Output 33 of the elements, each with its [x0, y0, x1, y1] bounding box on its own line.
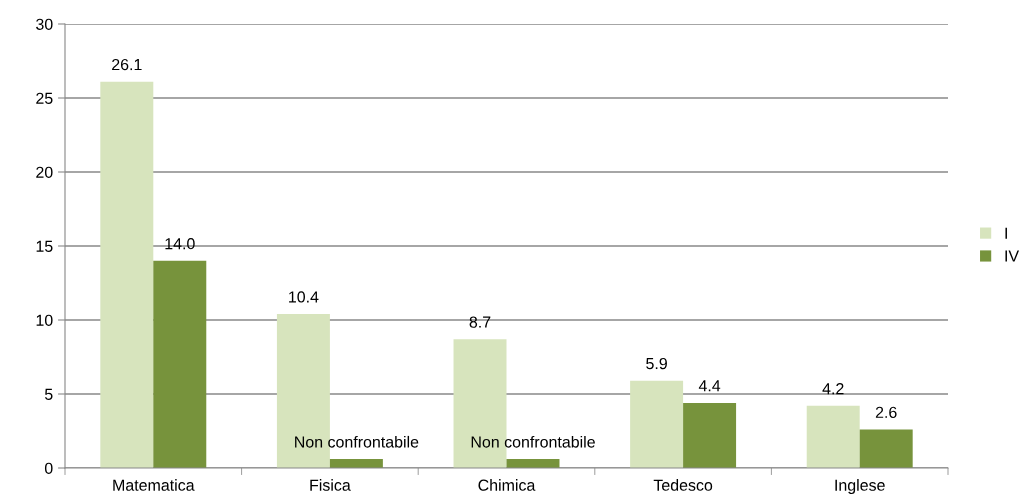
legend-label: I	[1005, 227, 1007, 239]
bar	[859, 429, 913, 468]
data-label: 8.7	[469, 316, 491, 328]
data-label: Non confrontabile	[471, 435, 595, 448]
data-label: 4.2	[822, 383, 844, 395]
bar	[276, 314, 330, 468]
y-tick-label: 10	[36, 314, 53, 326]
data-label: 26.1	[112, 58, 142, 71]
bar	[100, 81, 154, 468]
legend-label: IV	[1005, 250, 1020, 262]
x-tick-label: Fisica	[310, 479, 351, 491]
data-label: Non confrontabile	[295, 435, 419, 448]
data-label: 5.9	[646, 357, 667, 370]
y-tick-label: 25	[36, 92, 53, 104]
bar	[683, 402, 737, 468]
data-label: 10.4	[289, 291, 319, 303]
y-tick-label: 5	[44, 388, 53, 400]
data-label: 2.6	[875, 406, 897, 419]
bar	[806, 405, 860, 468]
x-tick-label: Tedesco	[653, 479, 713, 491]
x-tick-label: Chimica	[478, 479, 536, 491]
bar	[630, 380, 684, 468]
y-tick-label: 15	[36, 240, 53, 252]
y-tick-label: 0	[44, 462, 53, 474]
data-label: 14.0	[165, 238, 195, 250]
x-tick-label: Matematica	[113, 479, 195, 491]
data-label: 4.4	[698, 380, 721, 392]
bar	[453, 339, 507, 468]
bar	[153, 260, 207, 468]
y-tick-label: 20	[36, 166, 53, 178]
y-tick-label: 30	[36, 18, 53, 30]
bar	[329, 459, 383, 468]
x-tick-label: Inglese	[835, 479, 885, 494]
